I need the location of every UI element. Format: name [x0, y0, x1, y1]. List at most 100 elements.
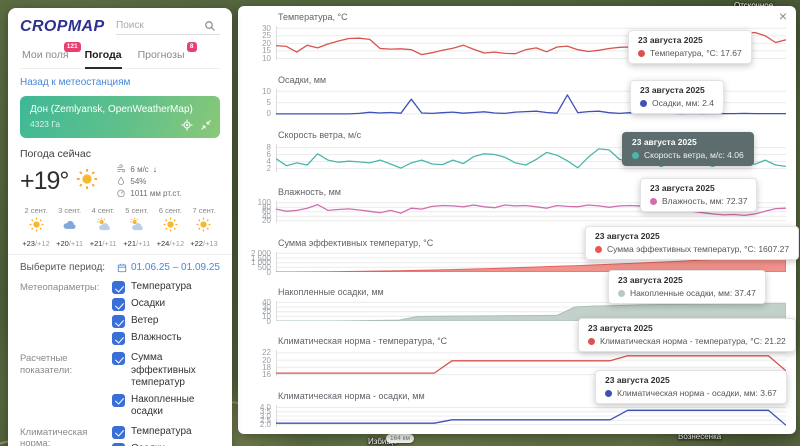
sun-cloud-icon — [130, 217, 144, 231]
filter-group-label: Метеопараметры: — [20, 282, 100, 293]
axis-tick-label: 16 — [262, 370, 271, 380]
axis-tick-label: 80 — [262, 202, 271, 212]
period-value: 01.06.25 – 01.09.25 — [131, 262, 220, 273]
checkbox-осадки[interactable]: Осадки — [112, 298, 220, 311]
chart-tooltip: 23 августа 2025 Климатическая норма - те… — [578, 318, 796, 352]
cloud-icon — [63, 220, 76, 229]
axis-tick-label: 20 — [262, 307, 271, 317]
tab-погода[interactable]: Погода — [84, 49, 122, 69]
tooltip-series-dot — [650, 197, 657, 205]
axis-tick-label: 3.5 — [259, 407, 271, 417]
chart-y-axis: 16 18 20 22 — [246, 348, 276, 380]
close-icon[interactable]: × — [778, 8, 787, 24]
checkbox[interactable] — [112, 298, 125, 311]
forecast-temp: +22/+13 — [190, 239, 218, 248]
tooltip-date: 23 августа 2025 — [640, 85, 705, 95]
tooltip-date: 23 августа 2025 — [618, 275, 683, 285]
chart-y-axis: 2.0 2.5 3.0 3.5 4.0 — [246, 403, 276, 429]
checkbox-температура[interactable]: Температура — [112, 281, 220, 294]
collapse-icon[interactable] — [200, 119, 212, 131]
axis-tick-label: 8 — [266, 143, 271, 152]
filter-group-label: Расчетные показатели: — [20, 353, 73, 376]
checkbox-label: Осадки — [131, 298, 166, 309]
checkbox-ветер[interactable]: Ветер — [112, 315, 220, 328]
checkbox-температура[interactable]: Температура — [112, 425, 220, 439]
axis-tick-label: 20 — [262, 355, 271, 365]
station-name: Дон (Zemlyansk, OpenWeatherMap) — [30, 104, 193, 115]
axis-tick-label: 1 500 — [250, 253, 271, 263]
axis-tick-label: 10 — [262, 86, 271, 96]
forecast-date: 6 сент. — [158, 206, 182, 215]
checkbox[interactable] — [112, 315, 125, 328]
checkbox-накопленные-осадки[interactable]: Накопленные осадки — [112, 393, 220, 419]
checkbox-сумма-эффективных-температур[interactable]: Сумма эффективных температур — [112, 352, 220, 390]
wind-icon — [117, 164, 126, 173]
forecast-date: 7 сент. — [192, 206, 216, 215]
chart-plot[interactable] — [276, 405, 787, 427]
map-place-label: Отскочное — [734, 1, 773, 10]
app-logo: CROPMAP — [20, 18, 105, 35]
axis-tick-label: 100 — [257, 198, 271, 208]
chart-y-axis: 10 15 20 25 30 — [246, 24, 276, 63]
filter-group: Климатическая норма: Температура Осадки … — [20, 425, 220, 446]
checkbox-label: Осадки — [131, 443, 165, 446]
chart-title: Накопленные осадки, мм — [278, 287, 384, 297]
locate-icon[interactable] — [181, 119, 193, 131]
axis-tick-label: 2.5 — [259, 415, 271, 425]
search-box[interactable] — [116, 20, 220, 35]
forecast-day: 2 сент. +23/+12 — [20, 206, 52, 248]
checkbox-label: Ветер — [131, 315, 159, 326]
tab-прогнозы[interactable]: Прогнозы 8 — [137, 42, 197, 68]
tooltip-series-dot — [638, 49, 645, 57]
axis-tick-label: 15 — [262, 46, 271, 56]
station-area: 4323 Га — [30, 119, 61, 129]
search-input[interactable] — [116, 20, 204, 31]
checkbox[interactable] — [112, 352, 125, 365]
sun-icon — [77, 168, 98, 189]
chart-y-axis: 0 500 1 000 1 500 2 000 — [246, 249, 276, 277]
axis-tick-label: 5 — [266, 98, 271, 108]
filter-group: Метеопараметры: Температура Осадки Ветер… — [20, 281, 220, 345]
chart-y-axis: 20 40 60 80 100 — [246, 198, 276, 225]
axis-tick-label: 4.0 — [259, 403, 271, 413]
axis-tick-label: 40 — [262, 297, 271, 307]
chart-title: Осадки, мм — [278, 75, 327, 85]
checkbox-осадки[interactable]: Осадки — [112, 442, 220, 446]
tooltip-series-dot — [605, 389, 612, 397]
period-picker[interactable]: 01.06.25 – 01.09.25 — [117, 262, 220, 273]
tooltip-value: Климатическая норма - температура, °C: 2… — [600, 336, 786, 346]
forecast-temp: +24/+12 — [156, 239, 185, 248]
tooltip-date: 23 августа 2025 — [588, 323, 653, 333]
checkbox[interactable] — [112, 425, 125, 439]
axis-tick-label: 4 — [266, 157, 271, 166]
axis-tick-label: 20 — [262, 38, 271, 48]
tab-label: Мои поля — [22, 49, 69, 61]
chart-7: Климатическая норма - осадки, мм 2.0 2.5 3.… — [246, 391, 787, 432]
axis-tick-label: 0 — [266, 109, 271, 119]
filter-groups: Метеопараметры: Температура Осадки Ветер… — [20, 281, 220, 446]
checkbox[interactable] — [112, 281, 125, 294]
forecast-temp: +21/+11 — [123, 239, 151, 248]
tooltip-series-dot — [588, 337, 595, 345]
checkbox[interactable] — [112, 393, 125, 407]
chart-tooltip: 23 августа 2025 Температура, °C: 17.67 — [628, 30, 752, 64]
chart-y-axis: 0 5 10 — [246, 86, 276, 119]
chart-tooltip: 23 августа 2025 Скорость ветра, м/с: 4.0… — [622, 132, 754, 166]
tab-badge: 8 — [186, 42, 197, 52]
back-to-stations-link[interactable]: Назад к метеостанциям — [20, 77, 131, 88]
station-card[interactable]: Дон (Zemlyansk, OpenWeatherMap) 4323 Га — [20, 96, 220, 138]
sun-icon — [163, 217, 178, 232]
chart-plot[interactable] — [276, 350, 787, 376]
tab-мои-поля[interactable]: Мои поля 121 — [22, 42, 81, 68]
tab-label: Прогнозы — [137, 49, 185, 61]
tab-badge: 121 — [63, 42, 81, 52]
filter-group-label: Климатическая норма: — [20, 426, 88, 446]
checkbox[interactable] — [112, 442, 125, 446]
checkbox-влажность[interactable]: Влажность — [112, 332, 220, 345]
forecast-date: 3 сент. — [58, 206, 82, 215]
sun-icon — [29, 217, 43, 232]
tooltip-date: 23 августа 2025 — [638, 35, 703, 45]
checkbox[interactable] — [112, 332, 125, 345]
chart-tooltip: 23 августа 2025 Климатическая норма - ос… — [595, 370, 787, 404]
